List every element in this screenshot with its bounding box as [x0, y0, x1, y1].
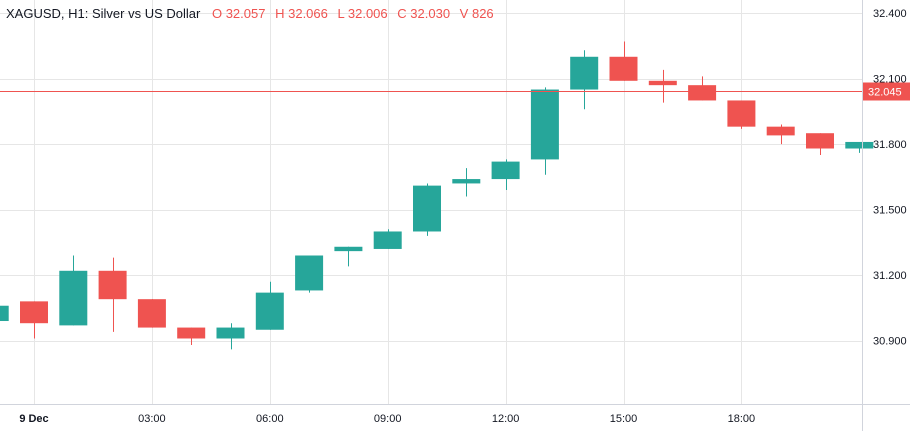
candle-body-15 — [570, 56, 599, 90]
candle-body-18 — [688, 85, 717, 101]
x-tick-label-4: 12:00 — [492, 413, 520, 425]
candle-body-16 — [609, 56, 638, 81]
candle-body-9 — [334, 246, 363, 252]
x-tick-label-6: 18:00 — [728, 413, 756, 425]
y-tick-label-1: 31.200 — [873, 270, 907, 282]
y-tick-label-2: 31.500 — [873, 205, 907, 217]
current-price-label: 32.045 — [868, 87, 902, 99]
candle-body-8 — [295, 255, 324, 291]
chart-legend: XAGUSD, H1: Silver vs US Dollar O 32.057… — [6, 6, 494, 21]
candle-body-13 — [491, 161, 520, 180]
candle-body-2 — [59, 270, 88, 326]
x-tick-label-5: 15:00 — [610, 413, 638, 425]
legend-close-value: 32.030 — [410, 6, 451, 21]
candle-body-0 — [0, 305, 9, 322]
candle-body-12 — [452, 179, 481, 184]
candle-body-5 — [177, 327, 206, 339]
candle-body-22 — [845, 141, 874, 149]
y-tick-label-5: 32.400 — [873, 8, 907, 20]
candle-body-1 — [20, 301, 48, 324]
legend-symbol[interactable]: XAGUSD, H1: Silver vs US Dollar — [6, 6, 201, 21]
candle-body-3 — [98, 270, 127, 300]
candle-body-10 — [373, 231, 402, 249]
y-tick-label-3: 31.800 — [873, 139, 907, 151]
candle-body-11 — [413, 185, 441, 232]
candle-body-7 — [255, 292, 284, 330]
candles-layer — [0, 41, 874, 350]
x-tick-label-0: 9 Dec — [19, 413, 48, 425]
legend-close-label: C — [397, 6, 407, 21]
current-price-label-bg — [863, 82, 910, 101]
legend-high-value: 32.066 — [288, 6, 328, 21]
x-tick-label-2: 06:00 — [256, 413, 284, 425]
legend-low-value: 32.006 — [347, 6, 388, 21]
legend-high-label: H — [275, 6, 285, 21]
legend-open-label: O — [211, 6, 223, 21]
legend-open-value: 32.057 — [225, 6, 266, 21]
x-tick-label-3: 09:00 — [374, 413, 402, 425]
legend-volume-value: 826 — [471, 6, 494, 21]
current-price-layer: 32.045 — [0, 82, 910, 101]
x-tick-label-1: 03:00 — [138, 413, 166, 425]
legend-ohlc: O 32.057 H 32.066 L 32.006 C 32.030 V 82… — [212, 6, 494, 21]
candle-body-20 — [766, 126, 795, 136]
legend-low-label: L — [337, 6, 345, 21]
y-tick-label-0: 30.900 — [873, 336, 907, 348]
y-tick-label-4: 32.100 — [873, 74, 907, 86]
candle-body-19 — [727, 100, 756, 127]
candle-body-4 — [137, 299, 166, 328]
candle-body-21 — [806, 133, 834, 149]
legend-volume-label: V — [459, 6, 469, 21]
candle-body-17 — [648, 80, 677, 86]
candle-body-6 — [216, 327, 245, 339]
candle-body-14 — [530, 89, 559, 160]
